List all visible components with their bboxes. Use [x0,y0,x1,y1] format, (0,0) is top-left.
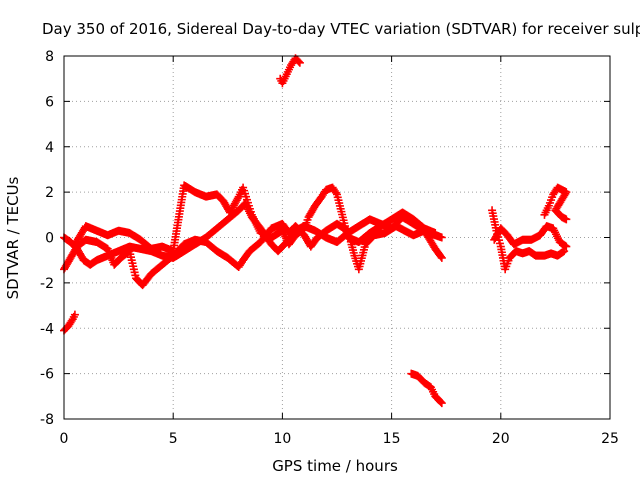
y-tick-label: -6 [40,367,54,383]
axis-ticks: 0 5 10 15 20 25 -8 -6 -4 -2 0 2 4 6 8 [40,49,619,447]
plot-frame [63,55,611,420]
y-tick-label: 4 [45,140,54,156]
data-point [436,398,445,407]
data-point [436,252,445,261]
x-tick-label: 20 [492,431,510,447]
series-trace-f [540,183,571,224]
data-point [70,310,79,319]
x-tick-label: 0 [60,431,69,447]
series-trace-d [488,206,569,274]
x-tick-label: 5 [169,431,178,447]
data-point [562,215,571,224]
series-trace-i [407,369,446,408]
y-axis-label: SDTVAR / TECUs [4,176,22,299]
chart-title: Day 350 of 2016, Sidereal Day-to-day VTE… [42,20,640,38]
data-point [331,188,340,197]
data-point [562,242,571,251]
x-tick-label: 15 [383,431,401,447]
data-point [437,399,446,408]
series-trace-e [490,222,571,251]
data-point [294,57,303,66]
data-point [295,58,304,67]
y-tick-label: 2 [45,185,54,201]
y-tick-label: -4 [40,321,54,337]
grid-lines [64,56,610,419]
series-trace-g [60,310,79,335]
x-tick-label: 25 [601,431,619,447]
data-points [60,54,571,408]
data-point [437,253,446,262]
y-tick-label: 8 [45,49,54,65]
x-axis-label: GPS time / hours [272,457,398,475]
series-trace-h [276,54,304,88]
data-point [431,228,440,237]
y-tick-label: -2 [40,276,54,292]
y-tick-label: -8 [40,412,54,428]
x-tick-label: 10 [273,431,291,447]
series-trace-c [70,181,440,256]
y-tick-label: 6 [45,94,54,110]
y-tick-label: 0 [45,231,54,247]
data-point [437,233,446,242]
data-point [233,194,242,203]
